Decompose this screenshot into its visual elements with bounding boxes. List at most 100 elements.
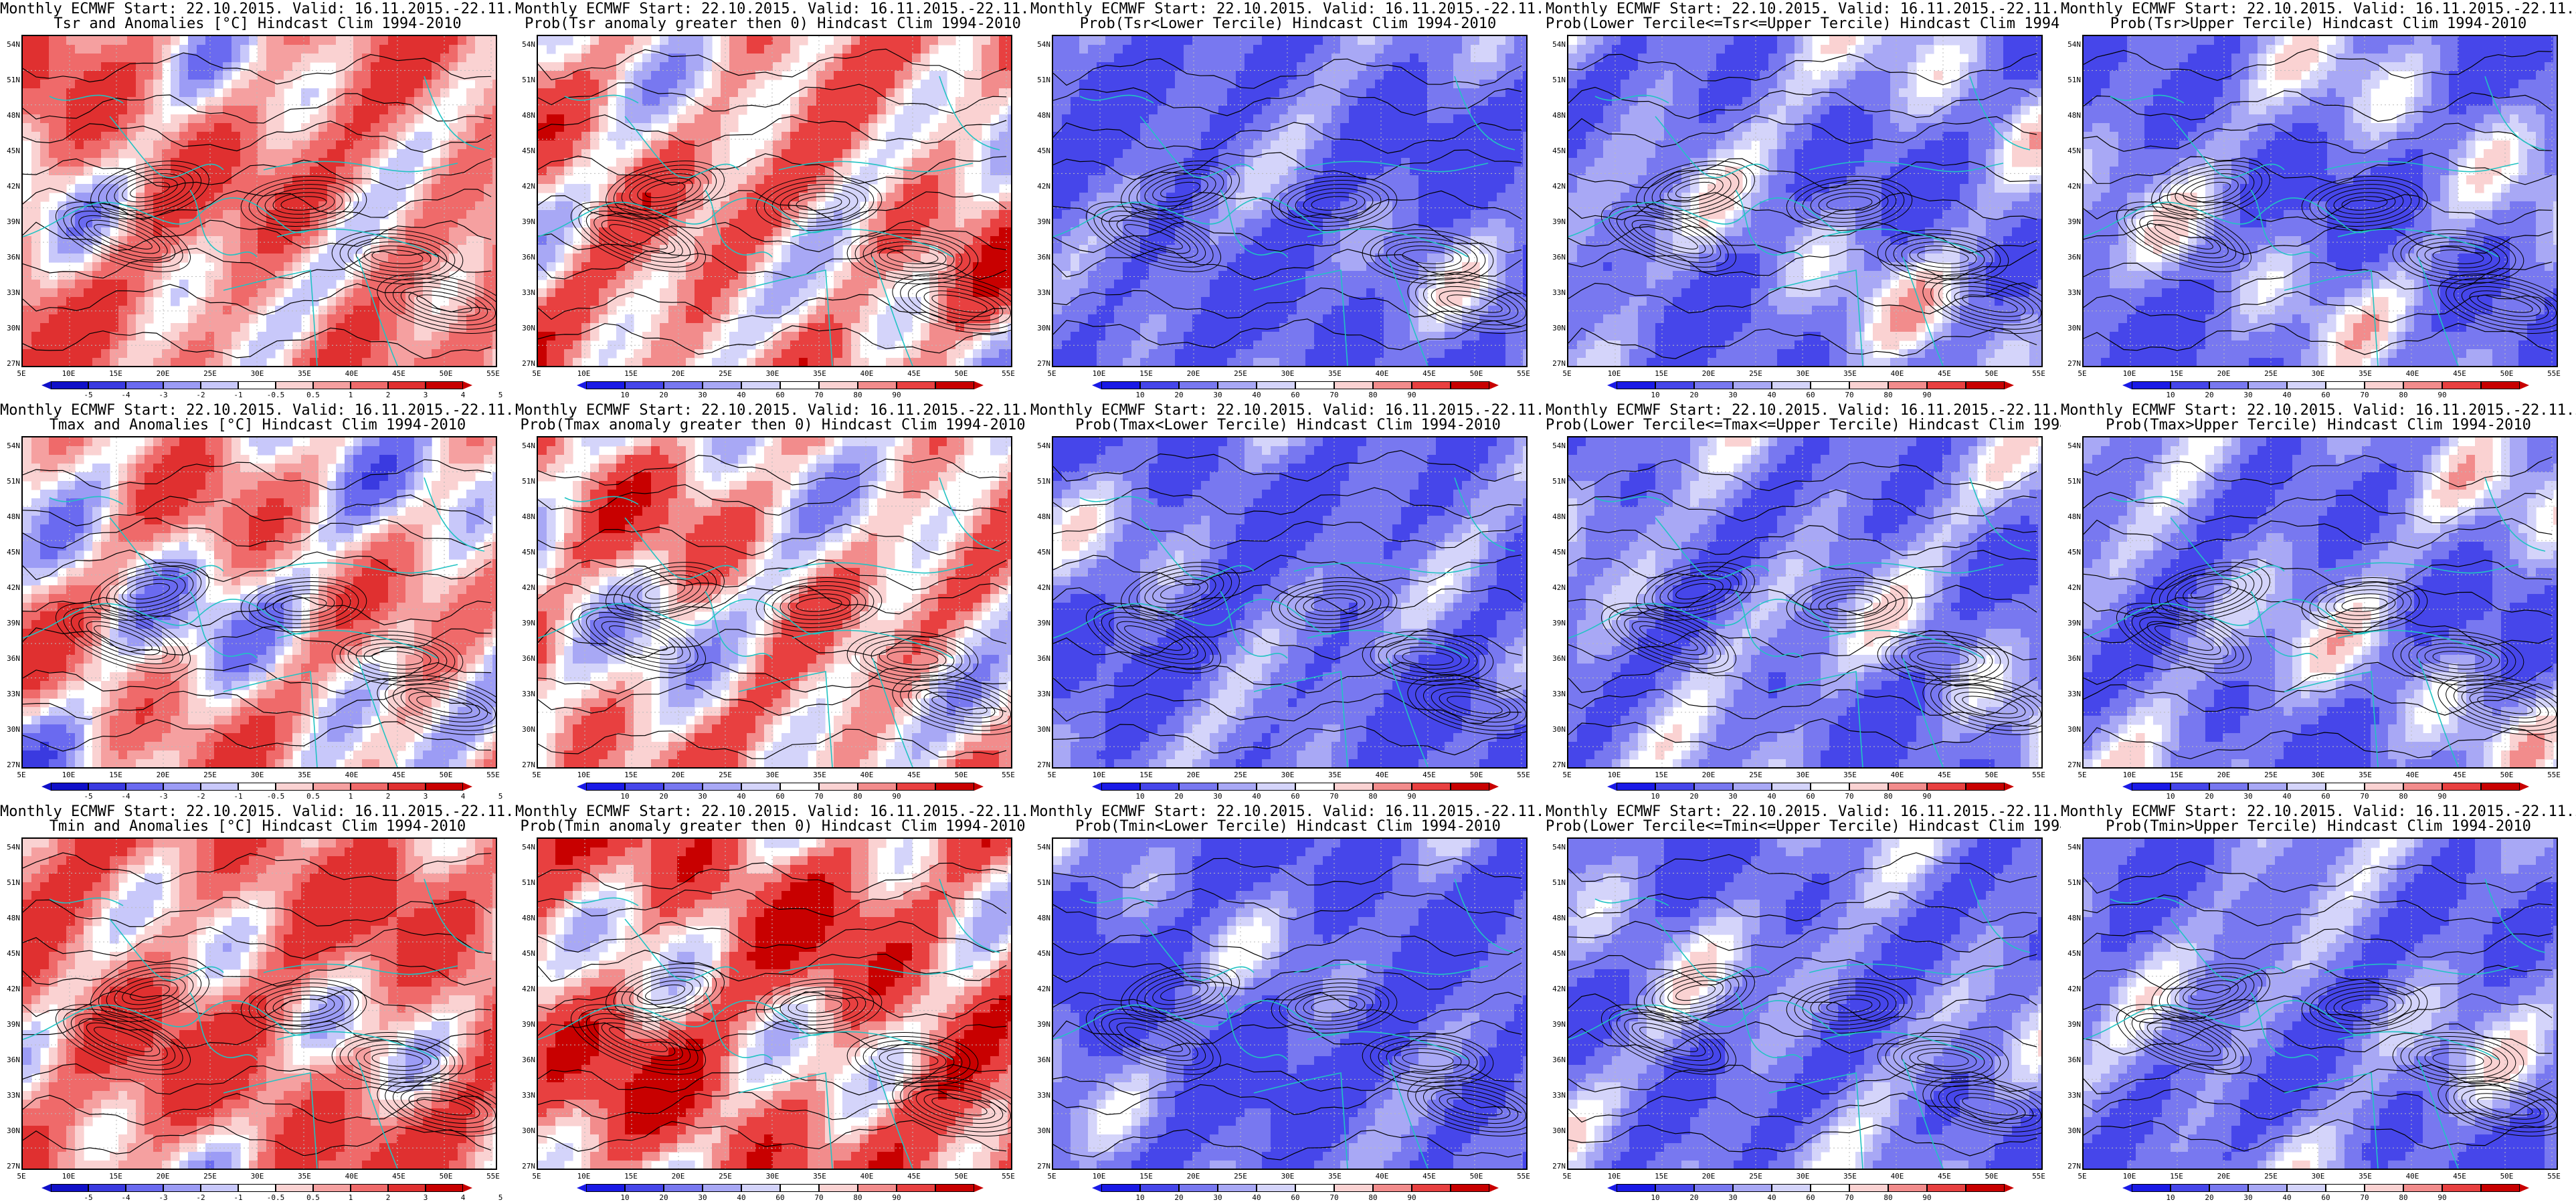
field-cell [895,45,904,54]
field-cell [912,184,921,193]
field-cell [466,271,476,280]
field-cell [1384,123,1393,132]
field-cell [877,36,887,45]
field-cell [284,71,293,80]
field-cell [825,288,834,298]
map-panel: Monthly ECMWF Start: 22.10.2015. Valid: … [0,0,515,401]
field-cell [1262,201,1271,211]
field-cell [1384,106,1393,115]
field-cell [1305,201,1315,211]
map-frame [21,35,497,367]
field-cell [1279,45,1289,54]
field-cell [484,219,493,228]
field-cell [1427,71,1437,80]
field-cell [895,314,904,324]
field-cell [1479,71,1489,80]
field-cell [1271,62,1280,72]
field-cell [703,36,713,45]
field-cell [1479,167,1489,176]
field-cell [223,193,232,202]
field-cell [484,175,493,185]
field-cell [990,323,1000,332]
field-cell [695,132,704,141]
field-cell [1297,123,1306,132]
field-cell [1523,45,1526,54]
field-cell [1184,62,1193,72]
field-cell [886,280,895,289]
field-cell [101,262,110,272]
field-cell [581,314,591,324]
field-cell [440,62,450,72]
field-cell [764,288,773,298]
field-cell [249,167,258,176]
field-cell [703,262,713,272]
field-cell [136,114,145,124]
field-cell [223,349,232,359]
field-cell [127,106,136,115]
field-cell [703,236,713,245]
field-cell [703,297,713,306]
field-cell [1331,140,1341,150]
field-cell [886,140,895,150]
field-cell [625,132,634,141]
field-cell [1358,97,1367,106]
field-cell [475,210,484,219]
field-cell [379,106,389,115]
field-cell [964,158,974,167]
field-cell [564,227,573,237]
field-cell [1479,62,1489,72]
field-cell [23,245,32,254]
field-cell [1218,54,1228,63]
field-cell [397,219,406,228]
field-cell [336,71,345,80]
field-cell [75,332,84,341]
field-cell [84,80,93,89]
field-cell [999,88,1008,98]
field-cell [145,132,154,141]
field-cell [240,262,250,272]
field-cell [353,45,363,54]
field-cell [136,97,145,106]
field-cell [1071,132,1080,141]
lon-label: 20E [672,369,685,378]
field-cell [1358,140,1367,150]
field-cell [153,132,163,141]
field-cell [66,306,76,315]
field-cell [23,288,32,298]
coastline [538,197,826,237]
field-cell [877,332,887,341]
field-cell [1314,54,1323,63]
field-cell [31,236,41,245]
field-cell [1314,193,1323,202]
field-cell [101,149,110,159]
field-cell [616,184,626,193]
field-cell [301,297,310,306]
field-cell [232,201,241,211]
field-cell [1062,184,1071,193]
field-cell [1097,123,1106,132]
field-cell [747,245,756,254]
field-cell [188,245,197,254]
field-cell [179,62,189,72]
field-cell [773,132,782,141]
field-cell [538,80,547,89]
field-cell [808,332,817,341]
field-cell [58,245,67,254]
field-cell [214,184,223,193]
field-cell [345,88,354,98]
field-cell [466,88,476,98]
field-cell [310,114,319,124]
field-cell [721,80,730,89]
field-cell [388,227,397,237]
field-cell [127,358,136,366]
field-cell [1445,36,1454,45]
field-cell [31,280,41,289]
field-cell [92,175,102,185]
field-cell [1008,314,1011,324]
field-cell [249,262,258,272]
field-cell [886,210,895,219]
field-cell [729,280,739,289]
field-cell [1497,54,1506,63]
field-cell [842,106,852,115]
field-cell [362,114,371,124]
